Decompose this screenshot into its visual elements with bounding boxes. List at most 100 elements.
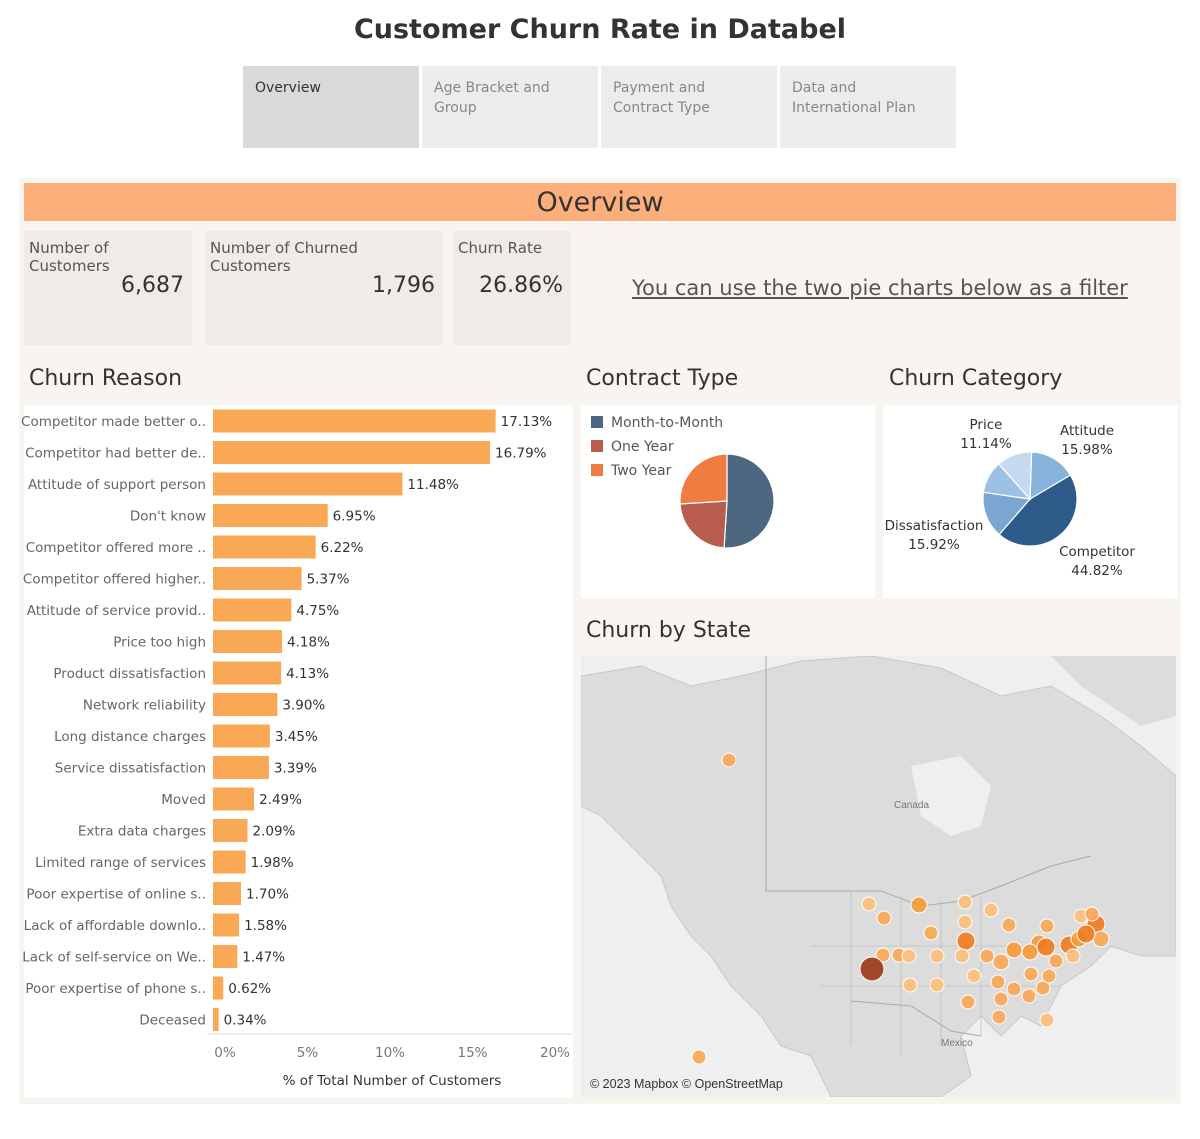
- category-pie-slice[interactable]: [1029, 451, 1072, 501]
- legend-label-one-year: One Year: [611, 439, 674, 455]
- state-marker[interactable]: [901, 948, 917, 964]
- state-marker[interactable]: [1021, 988, 1037, 1004]
- tab-bar: Overview Age Bracket and Group Payment a…: [243, 66, 956, 148]
- bar[interactable]: [213, 598, 292, 622]
- state-marker[interactable]: [902, 977, 918, 993]
- kpi-customers-value: 6,687: [121, 273, 184, 298]
- tab-age-bracket[interactable]: Age Bracket and Group: [422, 66, 598, 148]
- contract-type-title: Contract Type: [586, 366, 739, 391]
- state-marker[interactable]: [1039, 1012, 1055, 1028]
- bar[interactable]: [213, 504, 328, 527]
- state-marker[interactable]: [1006, 981, 1022, 997]
- legend-two-year[interactable]: Two Year: [591, 463, 671, 479]
- contract-pie-slice[interactable]: [723, 453, 775, 549]
- state-marker[interactable]: [1036, 937, 1056, 957]
- kpi-churned: Number of Churned Customers 1,796: [205, 231, 443, 345]
- state-marker[interactable]: [859, 956, 885, 982]
- bar[interactable]: [213, 630, 282, 653]
- bar-value-label: 4.75%: [296, 603, 339, 619]
- bar[interactable]: [213, 787, 255, 811]
- state-marker[interactable]: [1035, 980, 1051, 996]
- state-marker[interactable]: [876, 910, 892, 926]
- state-marker[interactable]: [1065, 948, 1081, 964]
- state-marker[interactable]: [960, 994, 976, 1010]
- bar[interactable]: [213, 472, 403, 496]
- bar[interactable]: [213, 945, 238, 968]
- contract-pie-slice[interactable]: [679, 500, 728, 549]
- bar-category-label: Moved: [161, 792, 206, 808]
- bar[interactable]: [213, 756, 269, 779]
- bar[interactable]: [213, 976, 224, 1000]
- state-marker[interactable]: [1039, 918, 1055, 934]
- state-marker[interactable]: [992, 953, 1010, 971]
- state-marker[interactable]: [1076, 924, 1096, 944]
- bar[interactable]: [213, 913, 240, 937]
- bar-category-label: Attitude of service provid..: [27, 603, 206, 619]
- state-marker[interactable]: [979, 948, 995, 964]
- tab-payment-contract[interactable]: Payment and Contract Type: [601, 66, 777, 148]
- bar-category-label: Service dissatisfaction: [55, 761, 206, 777]
- state-marker[interactable]: [929, 948, 945, 964]
- legend-one-year[interactable]: One Year: [591, 439, 674, 455]
- bar[interactable]: [213, 409, 496, 433]
- bar[interactable]: [213, 819, 248, 842]
- state-marker[interactable]: [1021, 943, 1039, 961]
- kpi-churn-rate: Churn Rate 26.86%: [453, 231, 571, 345]
- bar-value-label: 1.58%: [244, 918, 287, 934]
- state-marker[interactable]: [875, 947, 891, 963]
- tab-overview[interactable]: Overview: [243, 66, 419, 148]
- state-marker[interactable]: [1048, 953, 1064, 969]
- contract-pie-slice[interactable]: [679, 453, 728, 505]
- bar-value-label: 2.49%: [259, 792, 302, 808]
- bar[interactable]: [213, 567, 302, 590]
- bar[interactable]: [213, 535, 316, 559]
- state-marker[interactable]: [861, 896, 877, 912]
- state-marker[interactable]: [923, 925, 939, 941]
- bar-value-label: 4.13%: [286, 666, 329, 682]
- churn-category-pie[interactable]: Price 11.14% Attitude 15.98% Dissatisfaction…: [883, 405, 1178, 598]
- bar[interactable]: [213, 850, 246, 874]
- state-marker[interactable]: [721, 752, 737, 768]
- bar-value-label: 1.70%: [246, 887, 289, 903]
- legend-month-to-month[interactable]: Month-to-Month: [591, 415, 723, 431]
- bar-value-label: 17.13%: [501, 414, 553, 430]
- state-marker[interactable]: [1023, 966, 1039, 982]
- x-axis-title: % of Total Number of Customers: [283, 1073, 502, 1089]
- contract-type-pie[interactable]: [581, 405, 875, 598]
- bar[interactable]: [213, 661, 282, 685]
- state-marker[interactable]: [1041, 968, 1057, 984]
- state-marker[interactable]: [957, 894, 973, 910]
- tab-data-international[interactable]: Data and International Plan: [780, 66, 956, 148]
- x-tick-label: 0%: [214, 1045, 236, 1061]
- state-marker[interactable]: [910, 896, 928, 914]
- state-marker[interactable]: [1005, 941, 1023, 959]
- category-pie-slice[interactable]: [982, 491, 1032, 536]
- state-marker[interactable]: [929, 977, 945, 993]
- state-marker[interactable]: [990, 974, 1006, 990]
- bar[interactable]: [213, 441, 491, 464]
- state-marker[interactable]: [1084, 906, 1100, 922]
- bar-value-label: 3.39%: [274, 761, 317, 777]
- bar[interactable]: [213, 882, 242, 905]
- bar-category-label: Competitor offered more ..: [26, 540, 206, 556]
- state-marker[interactable]: [993, 991, 1009, 1007]
- state-marker[interactable]: [956, 931, 976, 951]
- bar[interactable]: [213, 724, 270, 748]
- map-label-mexico: Mexico: [941, 1038, 973, 1049]
- state-marker[interactable]: [983, 902, 999, 918]
- kpi-churned-value: 1,796: [372, 273, 435, 298]
- bar[interactable]: [213, 693, 278, 716]
- bar-value-label: 1.98%: [251, 855, 294, 871]
- state-map[interactable]: Canada Mexico: [581, 656, 1176, 1097]
- category-pie-slice[interactable]: [997, 451, 1033, 501]
- state-marker[interactable]: [957, 914, 973, 930]
- state-marker[interactable]: [691, 1049, 707, 1065]
- state-marker[interactable]: [966, 968, 982, 984]
- dashboard-title: Customer Churn Rate in Databel: [353, 14, 847, 45]
- state-marker[interactable]: [1001, 917, 1017, 933]
- bar[interactable]: [213, 1008, 219, 1031]
- state-marker[interactable]: [954, 948, 970, 964]
- category-pie-slice[interactable]: [998, 474, 1078, 547]
- legend-label-month: Month-to-Month: [611, 415, 724, 431]
- state-marker[interactable]: [991, 1009, 1007, 1025]
